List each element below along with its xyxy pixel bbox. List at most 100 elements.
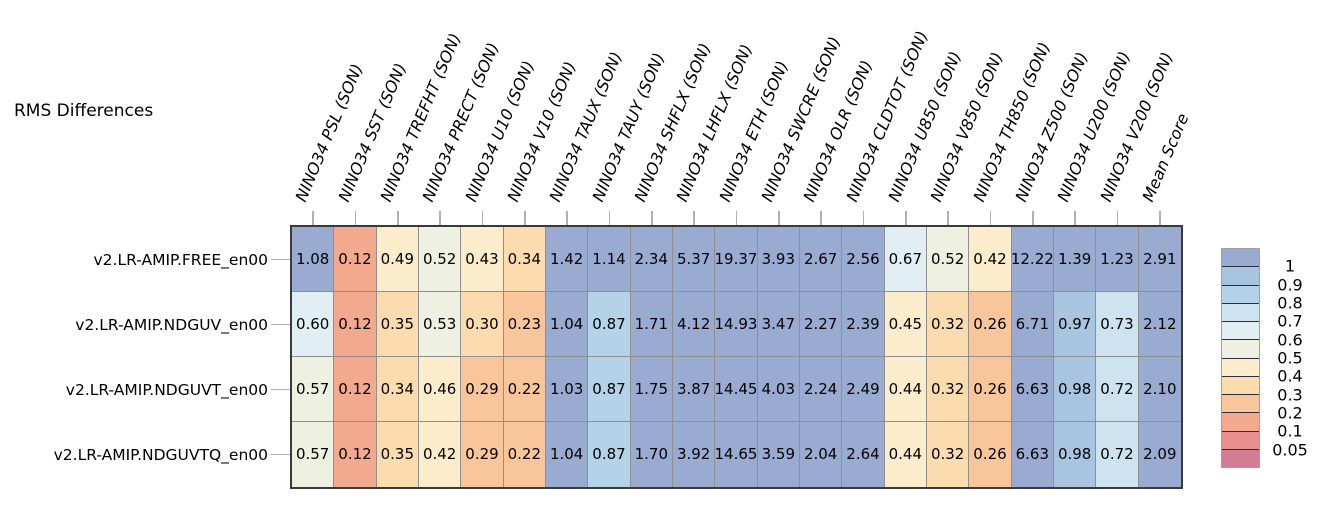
heatmap-cell: 14.93 <box>715 292 758 357</box>
colorbar-tick-label: 0.9 <box>1277 275 1303 295</box>
cell-value: 1.03 <box>549 379 584 398</box>
cell-value: 0.42 <box>422 445 457 463</box>
cell-value: 0.12 <box>338 249 372 268</box>
heatmap-cell: 1.14 <box>588 227 631 292</box>
cell-value: 0.32 <box>930 445 965 463</box>
heatmap-cell: 3.87 <box>672 357 716 422</box>
heatmap-cell: 2.67 <box>799 227 843 292</box>
column-tick-mark <box>481 211 484 225</box>
heatmap-cell: 1.75 <box>630 357 673 422</box>
heatmap-cell: 0.32 <box>926 292 970 357</box>
cell-value: 0.35 <box>380 314 415 333</box>
colorbar <box>1221 248 1260 468</box>
heatmap-cell: 0.12 <box>334 292 377 357</box>
cell-value: 0.87 <box>592 314 626 333</box>
cell-value: 0.52 <box>930 249 965 268</box>
heatmap-cell: 2.49 <box>842 357 885 422</box>
heatmap-cell: 1.71 <box>630 292 673 357</box>
heatmap-cell: 4.03 <box>757 357 800 422</box>
heatmap-cell: 0.12 <box>334 227 377 292</box>
colorbar-tick-label: 0.05 <box>1272 440 1308 460</box>
cell-value: 0.26 <box>973 379 1007 398</box>
heatmap-cell: 0.43 <box>461 227 504 292</box>
heatmap-cell: 1.04 <box>545 292 589 357</box>
cell-value: 2.34 <box>634 249 669 268</box>
heatmap-cell: 0.67 <box>884 227 927 292</box>
cell-value: 0.44 <box>888 379 923 398</box>
cell-value: 14.65 <box>715 445 758 463</box>
colorbar-tick-label: 0.6 <box>1277 330 1303 350</box>
cell-value: 0.12 <box>338 445 372 463</box>
colorbar-segment <box>1222 357 1259 376</box>
column-tick-mark <box>1159 211 1161 225</box>
heatmap-cell: 0.45 <box>884 292 927 357</box>
cell-value: 4.03 <box>761 379 796 398</box>
heatmap-cell: 3.47 <box>757 292 800 357</box>
row-tick-mark <box>271 323 290 326</box>
cell-value: 3.47 <box>761 314 796 333</box>
cell-value: 0.97 <box>1057 314 1092 333</box>
cell-value: 0.57 <box>295 445 330 463</box>
cell-value: 1.08 <box>295 249 330 268</box>
cell-value: 19.37 <box>715 249 758 268</box>
heatmap-cell: 6.63 <box>1011 422 1054 487</box>
colorbar-segment <box>1222 339 1259 358</box>
row-tick-mark <box>271 388 290 391</box>
heatmap-cell: 0.32 <box>926 357 970 422</box>
colorbar-segment <box>1222 430 1259 449</box>
chart-title: RMS Differences <box>14 101 154 121</box>
cell-value: 6.63 <box>1015 445 1050 463</box>
heatmap-cell: 0.32 <box>926 422 970 487</box>
cell-value: 0.30 <box>465 314 499 333</box>
heatmap-cell: 14.45 <box>715 357 758 422</box>
heatmap-cell: 2.24 <box>799 357 843 422</box>
column-tick-mark <box>354 211 357 225</box>
heatmap-cell: 0.87 <box>588 292 631 357</box>
heatmap-cell: 0.60 <box>292 292 335 357</box>
heatmap-cell: 0.29 <box>461 357 504 422</box>
cell-value: 0.22 <box>507 379 542 398</box>
column-tick-mark <box>312 211 314 225</box>
cell-value: 4.12 <box>676 314 711 333</box>
heatmap-cell: 0.44 <box>884 422 927 487</box>
colorbar-segment <box>1222 266 1259 285</box>
column-tick-mark <box>397 211 399 225</box>
colorbar-tick-label: 0.7 <box>1277 311 1303 331</box>
column-tick-mark <box>947 211 949 225</box>
column-tick-mark <box>862 211 865 225</box>
heatmap-cell: 2.12 <box>1138 292 1181 357</box>
heatmap-cell: 0.42 <box>418 422 462 487</box>
cell-value: 12.22 <box>1011 249 1054 268</box>
heatmap-cell: 2.10 <box>1138 357 1181 422</box>
cell-value: 14.45 <box>715 379 758 398</box>
colorbar-segment <box>1222 302 1259 321</box>
heatmap-cell: 0.57 <box>292 422 335 487</box>
heatmap-cell: 0.23 <box>503 292 546 357</box>
heatmap-cell: 1.23 <box>1096 227 1139 292</box>
column-tick-mark <box>735 211 738 225</box>
cell-value: 3.92 <box>676 445 711 463</box>
cell-value: 1.42 <box>549 249 584 268</box>
colorbar-tick-label: 0.8 <box>1277 293 1303 313</box>
heatmap-cell: 0.30 <box>461 292 504 357</box>
heatmap-cell: 0.35 <box>376 422 419 487</box>
cell-value: 0.67 <box>888 249 923 268</box>
heatmap-cell: 0.12 <box>334 422 377 487</box>
heatmap-cell: 0.29 <box>461 422 504 487</box>
heatmap-cell: 0.26 <box>969 292 1012 357</box>
cell-value: 0.32 <box>930 379 965 398</box>
heatmap-cell: 2.91 <box>1138 227 1181 292</box>
heatmap-cell: 2.39 <box>842 292 885 357</box>
heatmap-cell: 0.98 <box>1053 357 1097 422</box>
colorbar-tick-label: 0.5 <box>1277 348 1303 368</box>
cell-value: 0.12 <box>338 379 372 398</box>
cell-value: 0.60 <box>295 314 330 333</box>
heatmap-cell: 1.70 <box>630 422 673 487</box>
heatmap-cell: 0.57 <box>292 357 335 422</box>
cell-value: 1.75 <box>634 379 669 398</box>
cell-value: 1.04 <box>549 314 584 333</box>
colorbar-segment <box>1222 249 1259 267</box>
heatmap-cell: 14.65 <box>715 422 758 487</box>
cell-value: 0.12 <box>338 314 372 333</box>
cell-value: 0.32 <box>930 314 965 333</box>
